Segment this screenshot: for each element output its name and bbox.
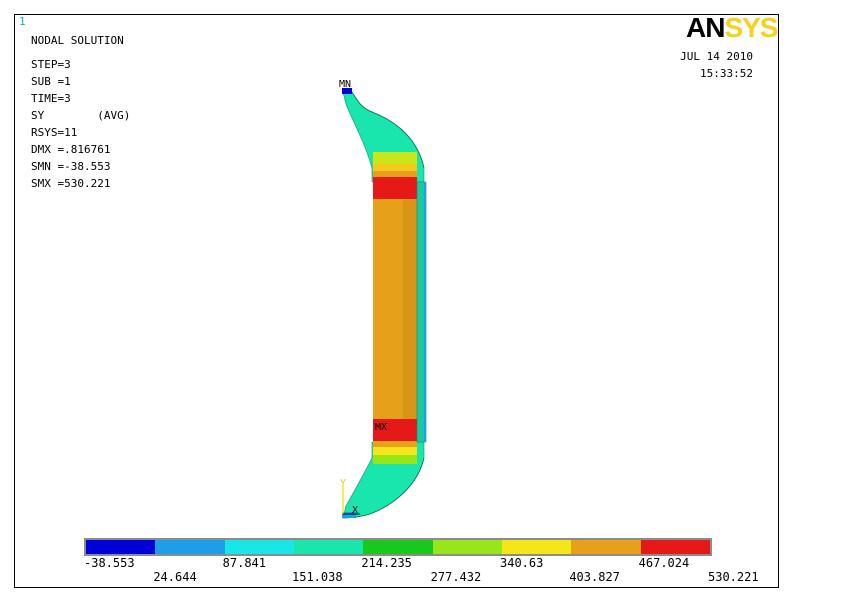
- info-line: DMX =.816761: [31, 143, 111, 156]
- info-line: SY (AVG): [31, 109, 131, 122]
- legend-swatch: [363, 540, 433, 554]
- min-label: MN: [339, 79, 351, 90]
- legend-label-bottom: 277.432: [430, 570, 482, 584]
- info-line: SMN =-38.553: [31, 160, 111, 173]
- upper-band-red: [373, 177, 417, 199]
- legend-label-top: 87.841: [222, 556, 267, 570]
- lower-band-yellow: [373, 447, 417, 455]
- date-text: JUL 14 2010: [680, 50, 753, 63]
- timestamp: JUL 14 2010 15:33:52: [677, 48, 753, 82]
- upper-band-orange: [373, 164, 417, 171]
- legend-swatch: [501, 540, 572, 554]
- legend-label-top: 214.235: [361, 556, 412, 570]
- y-axis-label: Y: [340, 478, 346, 489]
- window-number: 1: [19, 15, 26, 28]
- info-line: RSYS=11: [31, 126, 78, 139]
- legend-swatch: [571, 540, 641, 554]
- time-text: 15:33:52: [700, 67, 753, 80]
- legend-label-bottom: 530.221: [708, 570, 759, 584]
- legend-label-bottom: 151.038: [292, 570, 343, 584]
- legend-swatch: [432, 540, 502, 554]
- info-line: NODAL SOLUTION: [31, 34, 124, 47]
- max-label: MX: [375, 422, 387, 433]
- ansys-logo: ANSYS: [686, 12, 778, 43]
- upper-band-orange2: [373, 171, 417, 177]
- legend-swatch: [640, 540, 710, 554]
- outer-liner-edge: [424, 182, 426, 442]
- legend-swatch: [224, 540, 294, 554]
- legend-swatch: [155, 540, 225, 554]
- info-line: TIME=3: [31, 92, 71, 105]
- upper-band-yellow: [373, 152, 417, 164]
- solution-info: NODAL SOLUTION STEP=3 SUB =1 TIME=3 SY (AVG…: [31, 32, 130, 192]
- upper-head-edge: [351, 91, 425, 169]
- min-node: [342, 88, 352, 94]
- contour-legend-bar: [84, 538, 712, 556]
- legend-label-top: 467.024: [638, 556, 690, 570]
- lower-band-red: [373, 419, 417, 441]
- info-line: SUB =1: [31, 75, 71, 88]
- legend-swatch: [293, 540, 364, 554]
- cylinder-shade: [403, 199, 417, 419]
- legend-label-bottom: 24.644: [153, 570, 197, 584]
- x-axis-label: X: [352, 505, 358, 516]
- info-line: STEP=3: [31, 58, 71, 71]
- legend-label-top: -38.553: [84, 556, 135, 570]
- legend-label-bottom: 403.827: [569, 570, 620, 584]
- legend-label-top: 340.63: [500, 556, 544, 570]
- legend-swatch: [86, 540, 156, 554]
- info-line: SMX =530.221: [31, 177, 111, 190]
- bottom-node: [342, 512, 356, 518]
- lower-band-orange: [373, 441, 417, 447]
- lower-band-green: [373, 455, 417, 464]
